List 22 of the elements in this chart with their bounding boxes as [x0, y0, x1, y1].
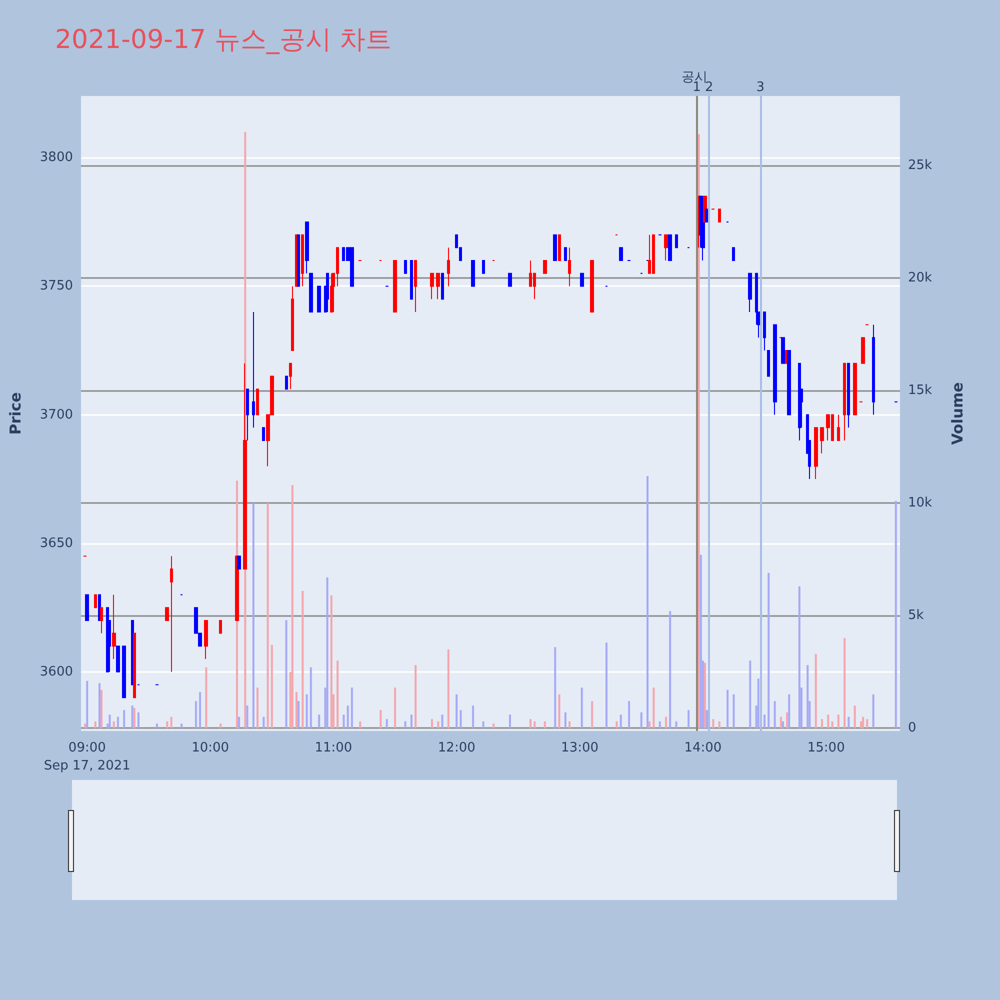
x-tick-label: 09:00 Sep 17, 2021 [44, 740, 130, 774]
x-tick-label: 12:00 [438, 740, 476, 756]
chart-title: 2021-09-17 뉴스_공시 차트 [55, 25, 392, 55]
y-tick-label: 3600 [40, 664, 73, 680]
y2-tick-label: 15k [908, 383, 933, 398]
x-tick-label: 15:00 [807, 740, 845, 756]
ref-line-label: 3 [756, 80, 765, 95]
y-tick-label: 3700 [40, 407, 73, 422]
y-tick-label: 3750 [40, 278, 73, 294]
x-tick-label: 10:00 [192, 740, 230, 756]
y2-tick-label: 0 [908, 720, 916, 736]
y2-tick-label: 20k [908, 270, 933, 286]
x-tick-label: 13:00 [561, 740, 599, 756]
x-tick-label: 11:00 [314, 740, 352, 756]
y2-tick-label: 5k [908, 608, 924, 624]
x-tick-label: 14:00 [684, 740, 722, 756]
y-tick-label: 3650 [40, 536, 73, 551]
y2-tick-label: 25k [908, 158, 933, 174]
y2-axis-title: Volume [948, 382, 966, 445]
y-axis-title: Price [6, 392, 24, 435]
y2-tick-label: 10k [908, 496, 933, 511]
y-tick-label: 3800 [40, 150, 73, 166]
